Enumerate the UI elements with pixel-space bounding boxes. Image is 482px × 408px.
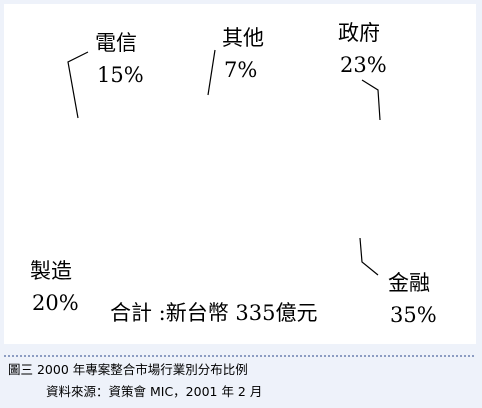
slice-label: 政府 [338,21,380,45]
total-annotation: 合計 :新台幣 335億元 [110,301,318,325]
leader-line [359,237,379,276]
leader-line [67,51,89,119]
slice-value-label: 35% [390,303,437,327]
slice-label: 金融 [388,271,430,295]
caption-source: 資料來源：資策會 MIC，2001 年 2 月 [46,384,262,399]
slice-label: 其他 [222,26,264,50]
slice-value-label: 7% [224,58,257,82]
leader-lines [67,49,381,276]
caption-title: 圖三 2000 年專案整合市場行業別分布比例 [8,362,248,377]
slice-value-label: 20% [32,291,79,315]
leader-line [361,79,381,121]
slice-label: 電信 [95,31,137,55]
chart-panel [4,4,476,344]
slice-value-label: 15% [97,63,144,87]
leader-line [207,49,216,96]
slice-label: 製造 [30,259,72,283]
slice-value-label: 23% [340,53,387,77]
